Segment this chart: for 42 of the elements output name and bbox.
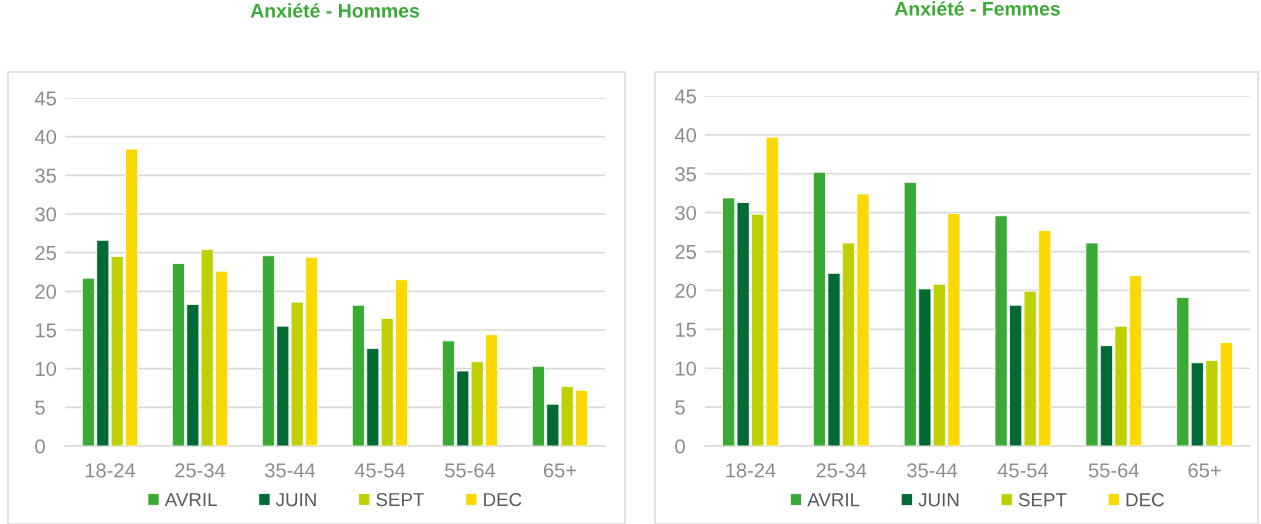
legend-label: JUIN <box>918 493 959 507</box>
y-tick-label: 20 <box>35 284 57 299</box>
y-tick-label: 5 <box>675 400 685 415</box>
y-tick-label: 35 <box>675 167 696 182</box>
x-tick-label: 35-44 <box>907 463 958 478</box>
y-tick-label: 15 <box>35 323 56 338</box>
legend-label: SEPT <box>376 492 424 507</box>
y-tick-label: 10 <box>675 361 697 376</box>
x-tick-label: 65+ <box>543 463 577 478</box>
chart-title: Anxiété - Femmes <box>894 1 1060 16</box>
chart-title: Anxiété - Hommes <box>250 3 420 18</box>
y-tick-label: 20 <box>675 283 697 298</box>
x-tick-label: 45-54 <box>354 463 406 478</box>
legend-label: AVRIL <box>807 493 860 507</box>
y-tick-label: 15 <box>675 322 696 337</box>
y-tick-label: 10 <box>35 361 57 377</box>
y-tick-label: 0 <box>675 439 685 454</box>
y-tick-label: 40 <box>34 129 57 145</box>
y-tick-label: 40 <box>674 128 697 143</box>
x-tick-label: 45-54 <box>997 463 1049 478</box>
x-tick-label: 35-44 <box>265 463 316 478</box>
y-tick-label: 30 <box>35 207 57 222</box>
y-tick-label: 25 <box>675 244 696 260</box>
y-tick-label: 45 <box>34 91 56 106</box>
legend-label: DEC <box>1126 493 1164 507</box>
legend-label: JUIN <box>275 493 316 507</box>
x-tick-label: 65+ <box>1188 463 1221 478</box>
y-tick-label: 25 <box>35 245 56 261</box>
y-tick-label: 30 <box>675 205 697 221</box>
x-tick-label: 55-64 <box>1088 463 1139 478</box>
x-tick-label: 18-24 <box>726 463 776 478</box>
legend-label: AVRIL <box>164 493 217 507</box>
x-tick-label: 18-24 <box>85 463 136 478</box>
legend-label: SEPT <box>1018 493 1067 507</box>
y-tick-label: 45 <box>674 89 696 104</box>
x-tick-label: 25-34 <box>816 463 867 478</box>
y-tick-label: 35 <box>35 168 56 183</box>
y-tick-label: 0 <box>35 439 45 454</box>
x-tick-label: 55-64 <box>445 463 496 478</box>
y-tick-label: 5 <box>35 400 45 415</box>
legend-label: DEC <box>484 492 522 507</box>
x-tick-label: 25-34 <box>175 463 226 478</box>
